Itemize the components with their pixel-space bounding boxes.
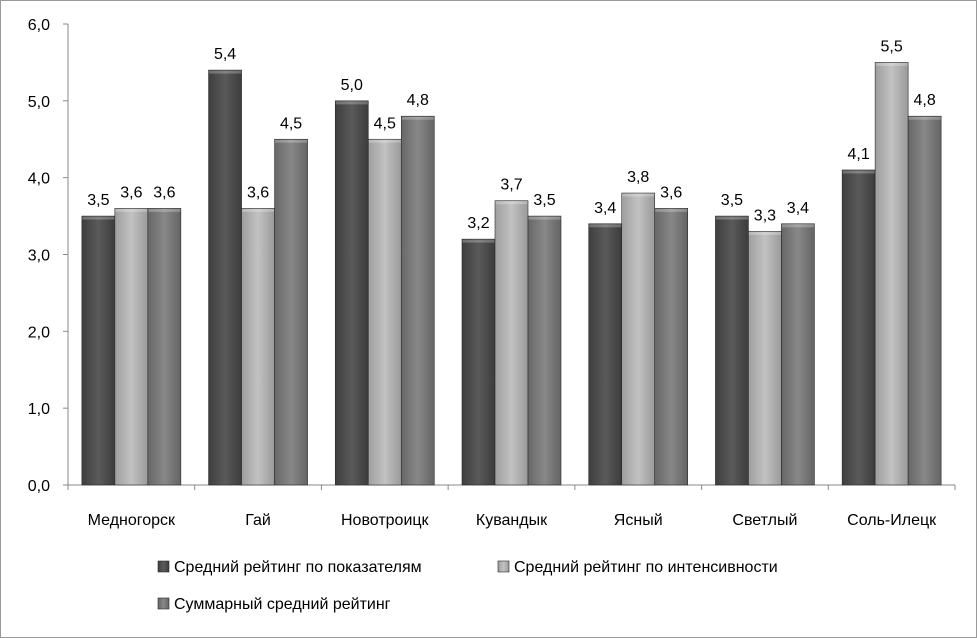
legend-swatch	[157, 597, 170, 610]
data-label: 5,0	[341, 77, 363, 94]
bar-series-2	[874, 62, 909, 486]
bar-series-3	[654, 208, 689, 486]
bar-highlight	[842, 170, 875, 174]
bar-series-3	[274, 138, 308, 486]
data-label: 4,5	[280, 115, 302, 132]
bar-series-3	[781, 223, 815, 486]
bar-highlight	[748, 231, 781, 235]
x-category-label: Светлый	[732, 512, 797, 529]
bar-highlight	[115, 208, 148, 212]
bar-series-1	[588, 223, 623, 486]
data-label: 3,8	[627, 169, 649, 186]
bar-series-1	[841, 169, 876, 486]
y-tick-label: 3,0	[28, 248, 50, 265]
y-tick-label: 4,0	[28, 171, 50, 188]
legend-label: Средний рейтинг по интенсивности	[514, 559, 778, 576]
bar-series-1	[715, 215, 749, 486]
data-label: 3,5	[87, 192, 109, 209]
legend-swatch	[157, 560, 170, 573]
data-label: 3,5	[533, 192, 555, 209]
bar-highlight	[275, 139, 308, 143]
data-label: 3,7	[500, 177, 522, 194]
bar-series-2	[114, 208, 149, 486]
data-label: 3,2	[467, 215, 489, 232]
bar-series-3	[147, 208, 182, 486]
bar-series-3	[400, 115, 435, 486]
bar-series-1	[461, 238, 496, 486]
bar-highlight	[908, 116, 941, 120]
data-label: 3,5	[721, 192, 743, 209]
bar-highlight	[622, 193, 655, 197]
bar-series-1	[334, 100, 369, 486]
data-label: 5,4	[214, 46, 236, 63]
data-label: 3,4	[787, 200, 809, 217]
bar-highlight	[875, 62, 908, 66]
y-tick-label: 1,0	[28, 401, 50, 418]
data-label: 3,3	[754, 207, 776, 224]
bar-highlight	[655, 208, 688, 212]
data-label: 3,6	[247, 184, 269, 201]
data-label: 4,5	[374, 115, 396, 132]
x-axis: Медногорск Гай Новотроицк Кувандык Ясный Свет…	[67, 484, 956, 529]
bar-highlight	[589, 224, 622, 228]
bar-highlight	[401, 116, 434, 120]
x-category-label: Кувандык	[476, 512, 548, 529]
data-label: 3,6	[120, 184, 142, 201]
bar-highlight	[495, 201, 528, 205]
bar-highlight	[148, 208, 181, 212]
legend: Средний рейтинг по показателям Средний ре…	[157, 559, 778, 613]
data-label: 3,6	[660, 184, 682, 201]
x-category-label: Новотроицк	[341, 512, 430, 529]
data-label: 4,8	[914, 92, 936, 109]
y-tick-label: 2,0	[28, 324, 50, 341]
bar-series-3	[907, 115, 942, 486]
bar-series-2	[748, 231, 782, 486]
y-tick-label: 6,0	[28, 17, 50, 34]
y-tick-label: 5,0	[28, 94, 50, 111]
bars	[81, 62, 942, 486]
bar-series-1	[81, 215, 116, 486]
x-category-label: Медногорск	[88, 512, 176, 529]
bar-series-2	[621, 192, 656, 486]
data-label: 4,1	[848, 146, 870, 163]
bar-highlight	[335, 101, 368, 105]
bar-highlight	[368, 139, 401, 143]
bar-highlight	[715, 216, 748, 220]
data-labels: 3,5 3,6 3,6 5,4 3,6 4,5 5,0 4,5 4,8 3,2 3,7 3,5 3,4 3…	[87, 38, 936, 232]
x-category-label: Соль-Илецк	[847, 512, 937, 529]
bar-series-2	[494, 200, 529, 486]
legend-label: Суммарный средний рейтинг	[174, 596, 391, 613]
bar-series-1	[208, 69, 242, 486]
x-category-label: Гай	[245, 512, 271, 529]
legend-label: Средний рейтинг по показателям	[174, 559, 422, 576]
y-tick-label: 0,0	[28, 478, 50, 495]
bar-series-3	[527, 215, 562, 486]
bar-series-2	[367, 138, 402, 486]
bar-highlight	[528, 216, 561, 220]
data-label: 3,4	[594, 200, 616, 217]
bar-highlight	[209, 70, 242, 74]
bar-highlight	[82, 216, 115, 220]
x-category-label: Ясный	[614, 512, 663, 529]
bar-series-2	[241, 208, 275, 486]
bar-highlight	[462, 239, 495, 243]
legend-swatch	[497, 560, 510, 573]
data-label: 3,6	[153, 184, 175, 201]
data-label: 5,5	[881, 38, 903, 55]
y-axis: 0,0 1,0 2,0 3,0 4,0 5,0 6,0	[28, 17, 69, 495]
bar-highlight	[781, 224, 814, 228]
data-label: 4,8	[407, 92, 429, 109]
bar-highlight	[242, 208, 275, 212]
